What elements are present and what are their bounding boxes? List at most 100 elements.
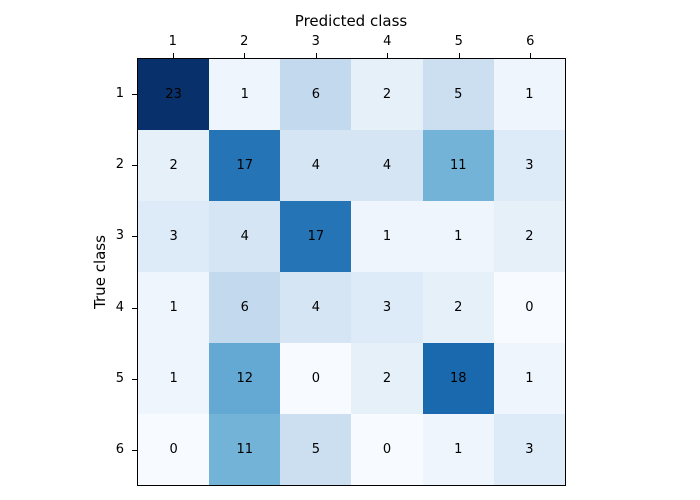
matrix-cell-r4-c5: 2 bbox=[422, 272, 494, 343]
matrix-cell-r6-c6: 3 bbox=[493, 414, 565, 485]
x-tick-mark bbox=[387, 53, 389, 58]
matrix-cell-value: 1 bbox=[454, 229, 463, 244]
matrix-cell-value: 2 bbox=[169, 158, 178, 173]
matrix-cell-value: 4 bbox=[311, 300, 321, 315]
matrix-cell-value: 12 bbox=[236, 371, 254, 386]
y-tick-label-3: 3 bbox=[115, 228, 124, 244]
matrix-cell-r1-c3: 6 bbox=[280, 59, 352, 130]
matrix-cell-r6-c3: 5 bbox=[280, 414, 352, 485]
matrix-cell-value: 2 bbox=[382, 371, 392, 386]
matrix-cell-value: 3 bbox=[382, 300, 392, 315]
matrix-cell-r5-c2: 12 bbox=[209, 343, 281, 414]
x-axis-title: Predicted class bbox=[294, 12, 408, 30]
matrix-cell-r3-c2: 4 bbox=[209, 201, 281, 272]
x-tick-labels: 1 2 3 4 5 6 bbox=[137, 34, 566, 50]
heatmap-plot: 23 1 6 2 5 1 2 17 4 4 11 3 3 4 17 1 1 2 1 6 4 3 2 0 1 12 0 2 18 1 0 11 5… bbox=[137, 58, 566, 486]
matrix-cell-value: 1 bbox=[454, 442, 463, 457]
matrix-cell-r6-c4: 0 bbox=[351, 414, 423, 485]
matrix-cell-r3-c5: 1 bbox=[422, 201, 494, 272]
matrix-cell-r2-c4: 4 bbox=[351, 130, 423, 201]
matrix-cell-r4-c3: 4 bbox=[280, 272, 352, 343]
x-tick-label-1: 1 bbox=[168, 34, 177, 49]
matrix-cell-r6-c1: 0 bbox=[138, 414, 210, 485]
matrix-cell-value: 5 bbox=[454, 87, 463, 102]
matrix-cell-value: 1 bbox=[169, 300, 178, 315]
y-tick-mark bbox=[132, 165, 137, 166]
matrix-cell-value: 1 bbox=[169, 371, 178, 386]
matrix-cell-value: 0 bbox=[525, 300, 534, 315]
y-tick-mark bbox=[132, 93, 137, 95]
x-tick-mark bbox=[530, 53, 532, 58]
matrix-cell-r4-c4: 3 bbox=[351, 272, 423, 343]
matrix-cell-r2-c6: 3 bbox=[493, 130, 565, 201]
y-tick-mark bbox=[132, 236, 137, 238]
matrix-cell-r5-c1: 1 bbox=[138, 343, 210, 414]
matrix-cell-value: 0 bbox=[169, 442, 178, 457]
y-tick-marks bbox=[132, 58, 137, 486]
matrix-cell-value: 6 bbox=[240, 300, 249, 315]
matrix-cell-value: 4 bbox=[382, 158, 392, 173]
x-tick-mark bbox=[458, 53, 460, 58]
matrix-cell-value: 23 bbox=[165, 87, 182, 102]
x-tick-marks bbox=[137, 53, 566, 58]
matrix-cell-value: 11 bbox=[449, 158, 467, 173]
matrix-cell-r6-c5: 1 bbox=[422, 414, 494, 485]
matrix-cell-value: 1 bbox=[525, 371, 534, 386]
matrix-cell-r3-c3: 17 bbox=[280, 201, 352, 272]
matrix-cell-value: 1 bbox=[525, 87, 534, 102]
matrix-cell-r1-c5: 5 bbox=[422, 59, 494, 130]
matrix-cell-value: 2 bbox=[382, 87, 392, 102]
matrix-cell-r1-c6: 1 bbox=[493, 59, 565, 130]
matrix-cell-value: 17 bbox=[307, 229, 325, 244]
y-tick-label-2: 2 bbox=[115, 157, 124, 172]
x-tick-label-5: 5 bbox=[454, 34, 463, 49]
matrix-cell-value: 11 bbox=[236, 442, 254, 457]
y-tick-labels: 1 2 3 4 5 6 bbox=[94, 58, 124, 486]
x-tick-label-4: 4 bbox=[383, 34, 392, 49]
matrix-cell-r5-c6: 1 bbox=[493, 343, 565, 414]
matrix-cell-r4-c6: 0 bbox=[493, 272, 565, 343]
y-tick-mark bbox=[132, 307, 137, 309]
matrix-cell-r1-c2: 1 bbox=[209, 59, 281, 130]
matrix-cell-r2-c3: 4 bbox=[280, 130, 352, 201]
matrix-cell-value: 1 bbox=[240, 87, 249, 102]
matrix-cell-r4-c1: 1 bbox=[138, 272, 210, 343]
matrix-cell-value: 2 bbox=[454, 300, 463, 315]
matrix-cell-value: 3 bbox=[525, 158, 534, 173]
matrix-cell-value: 0 bbox=[382, 442, 392, 457]
y-tick-label-4: 4 bbox=[115, 299, 124, 315]
matrix-cell-value: 3 bbox=[169, 229, 178, 244]
matrix-cell-r1-c1: 23 bbox=[138, 59, 210, 130]
matrix-cell-r1-c4: 2 bbox=[351, 59, 423, 130]
y-tick-mark bbox=[132, 379, 137, 380]
matrix-cell-value: 0 bbox=[311, 371, 321, 386]
matrix-cell-r5-c5: 18 bbox=[422, 343, 494, 414]
matrix-cell-r4-c2: 6 bbox=[209, 272, 281, 343]
matrix-cell-value: 2 bbox=[525, 229, 534, 244]
matrix-cell-r2-c2: 17 bbox=[209, 130, 281, 201]
matrix-cell-r3-c1: 3 bbox=[138, 201, 210, 272]
matrix-cell-value: 6 bbox=[311, 87, 321, 102]
matrix-cell-r6-c2: 11 bbox=[209, 414, 281, 485]
x-tick-label-3: 3 bbox=[311, 34, 320, 49]
y-tick-label-6: 6 bbox=[115, 442, 124, 458]
matrix-cell-r3-c4: 1 bbox=[351, 201, 423, 272]
y-tick-mark bbox=[132, 450, 137, 452]
matrix-cell-r3-c6: 2 bbox=[493, 201, 565, 272]
x-tick-label-2: 2 bbox=[240, 34, 249, 49]
x-tick-mark bbox=[172, 53, 174, 58]
matrix-cell-value: 1 bbox=[382, 229, 392, 244]
matrix-cell-value: 5 bbox=[311, 442, 321, 457]
matrix-cell-r5-c3: 0 bbox=[280, 343, 352, 414]
matrix-cell-r5-c4: 2 bbox=[351, 343, 423, 414]
matrix-cell-value: 4 bbox=[311, 158, 321, 173]
y-tick-label-5: 5 bbox=[115, 371, 124, 386]
x-tick-mark bbox=[244, 53, 246, 58]
x-tick-label-6: 6 bbox=[526, 34, 535, 49]
matrix-cell-r2-c1: 2 bbox=[138, 130, 210, 201]
y-tick-label-1: 1 bbox=[115, 85, 124, 101]
matrix-cell-value: 18 bbox=[449, 371, 467, 386]
matrix-cell-r2-c5: 11 bbox=[422, 130, 494, 201]
x-tick-mark bbox=[315, 53, 317, 58]
